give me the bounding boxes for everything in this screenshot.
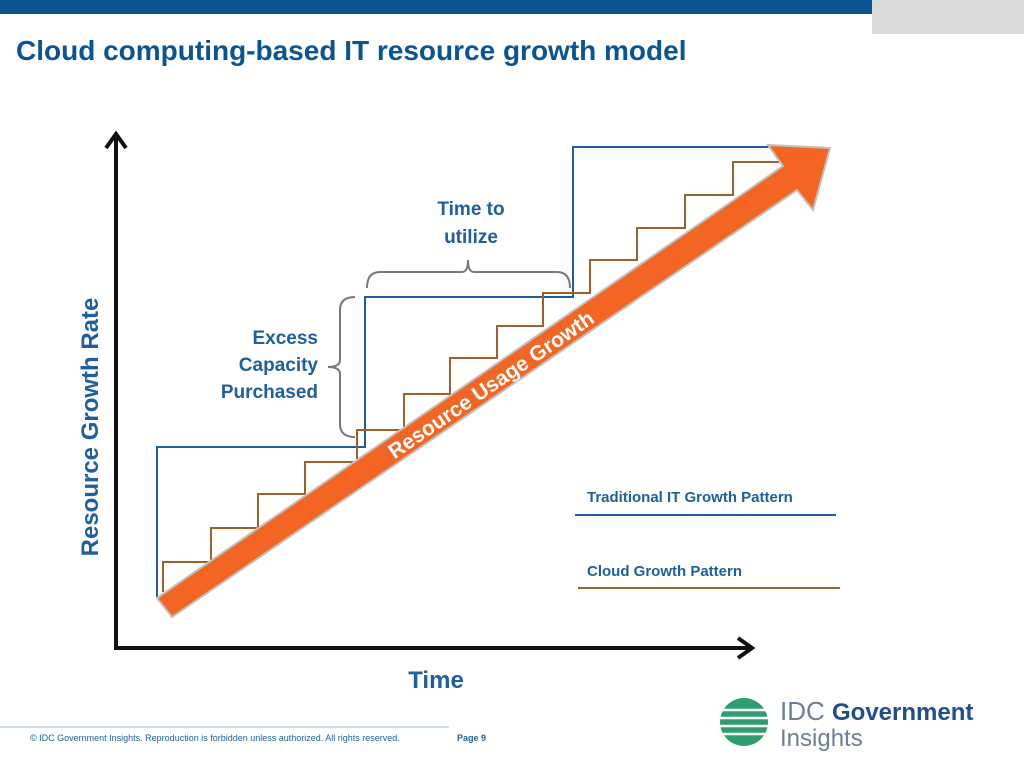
copyright: © IDC Government Insights. Reproduction …: [30, 733, 400, 743]
excess-capacity: Excess: [252, 328, 318, 349]
legend-label: Cloud Growth Pattern: [587, 563, 742, 580]
brace-top: [366, 259, 571, 289]
legend-label: Traditional IT Growth Pattern: [587, 489, 793, 506]
x-axis-label: Time: [408, 667, 464, 694]
traditional-pattern: [156, 146, 783, 597]
logo-text: Government: [832, 699, 973, 726]
logo: IDC Government Insights: [718, 696, 973, 752]
axes: [104, 130, 756, 660]
header-box: [872, 0, 1024, 34]
logo-text: IDC: [780, 696, 825, 726]
page-number: Page 9: [457, 733, 486, 743]
arrow-label: Resource Usage Growth: [384, 307, 598, 464]
cloud-pattern: [162, 161, 779, 592]
logo-text: Insights: [780, 725, 863, 752]
time-to-utilize: Time to: [437, 199, 504, 220]
brace-left: [327, 296, 356, 438]
excess-capacity: Capacity: [239, 355, 319, 376]
y-axis-label: Resource Growth Rate: [77, 298, 104, 557]
time-to-utilize: utilize: [444, 227, 498, 248]
title: Cloud computing-based IT resource growth…: [16, 35, 686, 66]
excess-capacity: Purchased: [221, 382, 318, 403]
header-bar: [0, 0, 872, 14]
